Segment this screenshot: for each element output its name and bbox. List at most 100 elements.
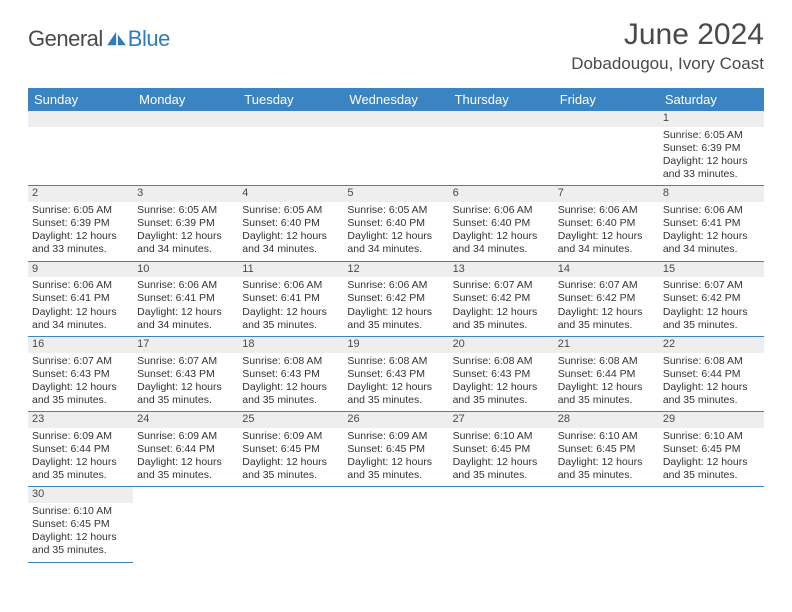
day-content: 6Sunrise: 6:06 AMSunset: 6:40 PMDaylight… — [449, 186, 554, 260]
day-cell — [554, 111, 659, 186]
empty-daynum — [28, 111, 133, 127]
day-line: Sunrise: 6:09 AM — [347, 430, 444, 443]
day-cell — [554, 487, 659, 562]
day-line: Sunset: 6:42 PM — [347, 292, 444, 305]
day-line: Daylight: 12 hours — [347, 230, 444, 243]
day-number: 30 — [28, 487, 133, 503]
month-title: June 2024 — [571, 18, 764, 52]
day-line: Sunset: 6:39 PM — [32, 217, 129, 230]
day-cell: 22Sunrise: 6:08 AMSunset: 6:44 PMDayligh… — [659, 336, 764, 411]
day-content: 11Sunrise: 6:06 AMSunset: 6:41 PMDayligh… — [238, 262, 343, 336]
day-line: and 34 minutes. — [242, 243, 339, 256]
day-line: Sunset: 6:40 PM — [347, 217, 444, 230]
day-content: 4Sunrise: 6:05 AMSunset: 6:40 PMDaylight… — [238, 186, 343, 260]
dayhead-wed: Wednesday — [343, 88, 448, 111]
day-content: 27Sunrise: 6:10 AMSunset: 6:45 PMDayligh… — [449, 412, 554, 486]
sail-icon — [106, 31, 128, 47]
day-line: Sunrise: 6:07 AM — [558, 279, 655, 292]
day-line: Sunrise: 6:09 AM — [137, 430, 234, 443]
day-line: and 35 minutes. — [137, 394, 234, 407]
day-line: Sunset: 6:41 PM — [32, 292, 129, 305]
day-line: Daylight: 12 hours — [347, 306, 444, 319]
day-line: Sunset: 6:41 PM — [137, 292, 234, 305]
day-line: Daylight: 12 hours — [558, 456, 655, 469]
day-line: Daylight: 12 hours — [453, 306, 550, 319]
empty-daynum — [133, 111, 238, 127]
day-line: Daylight: 12 hours — [663, 230, 760, 243]
day-line: Sunrise: 6:05 AM — [242, 204, 339, 217]
day-line: and 35 minutes. — [558, 394, 655, 407]
dayhead-fri: Friday — [554, 88, 659, 111]
day-line: Sunset: 6:40 PM — [453, 217, 550, 230]
day-cell: 21Sunrise: 6:08 AMSunset: 6:44 PMDayligh… — [554, 336, 659, 411]
day-number: 16 — [28, 337, 133, 353]
week-row: 2Sunrise: 6:05 AMSunset: 6:39 PMDaylight… — [28, 186, 764, 261]
day-line: Sunset: 6:42 PM — [558, 292, 655, 305]
week-row: 1Sunrise: 6:05 AMSunset: 6:39 PMDaylight… — [28, 111, 764, 186]
day-number: 7 — [554, 186, 659, 202]
day-line: Daylight: 12 hours — [242, 230, 339, 243]
day-content: 30Sunrise: 6:10 AMSunset: 6:45 PMDayligh… — [28, 487, 133, 561]
day-line: Sunrise: 6:07 AM — [32, 355, 129, 368]
day-content: 5Sunrise: 6:05 AMSunset: 6:40 PMDaylight… — [343, 186, 448, 260]
day-line: Daylight: 12 hours — [558, 230, 655, 243]
day-cell — [449, 111, 554, 186]
day-line: Sunset: 6:39 PM — [137, 217, 234, 230]
day-cell: 20Sunrise: 6:08 AMSunset: 6:43 PMDayligh… — [449, 336, 554, 411]
day-line: Sunrise: 6:10 AM — [32, 505, 129, 518]
title-block: June 2024 Dobadougou, Ivory Coast — [571, 18, 764, 74]
day-line: Sunrise: 6:09 AM — [32, 430, 129, 443]
day-line: Daylight: 12 hours — [453, 381, 550, 394]
header: General Blue June 2024 Dobadougou, Ivory… — [0, 0, 792, 82]
day-cell: 30Sunrise: 6:10 AMSunset: 6:45 PMDayligh… — [28, 487, 133, 562]
day-cell — [238, 487, 343, 562]
day-line: Daylight: 12 hours — [137, 230, 234, 243]
day-line: and 35 minutes. — [347, 469, 444, 482]
day-content: 29Sunrise: 6:10 AMSunset: 6:45 PMDayligh… — [659, 412, 764, 486]
day-content: 17Sunrise: 6:07 AMSunset: 6:43 PMDayligh… — [133, 337, 238, 411]
day-cell: 19Sunrise: 6:08 AMSunset: 6:43 PMDayligh… — [343, 336, 448, 411]
day-line: Daylight: 12 hours — [663, 456, 760, 469]
day-line: Sunset: 6:45 PM — [453, 443, 550, 456]
day-cell: 27Sunrise: 6:10 AMSunset: 6:45 PMDayligh… — [449, 412, 554, 487]
day-content: 20Sunrise: 6:08 AMSunset: 6:43 PMDayligh… — [449, 337, 554, 411]
empty-daynum — [238, 111, 343, 127]
day-line: and 35 minutes. — [32, 544, 129, 557]
day-number: 22 — [659, 337, 764, 353]
day-number: 3 — [133, 186, 238, 202]
day-content: 18Sunrise: 6:08 AMSunset: 6:43 PMDayligh… — [238, 337, 343, 411]
day-line: Daylight: 12 hours — [32, 306, 129, 319]
day-number: 9 — [28, 262, 133, 278]
day-content: 14Sunrise: 6:07 AMSunset: 6:42 PMDayligh… — [554, 262, 659, 336]
day-line: and 35 minutes. — [32, 394, 129, 407]
day-line: and 33 minutes. — [663, 168, 760, 181]
day-line: Sunrise: 6:05 AM — [663, 129, 760, 142]
day-cell: 10Sunrise: 6:06 AMSunset: 6:41 PMDayligh… — [133, 261, 238, 336]
day-cell: 23Sunrise: 6:09 AMSunset: 6:44 PMDayligh… — [28, 412, 133, 487]
day-content: 8Sunrise: 6:06 AMSunset: 6:41 PMDaylight… — [659, 186, 764, 260]
day-cell: 4Sunrise: 6:05 AMSunset: 6:40 PMDaylight… — [238, 186, 343, 261]
day-number: 20 — [449, 337, 554, 353]
day-content: 7Sunrise: 6:06 AMSunset: 6:40 PMDaylight… — [554, 186, 659, 260]
empty-daynum — [554, 111, 659, 127]
day-number: 26 — [343, 412, 448, 428]
day-line: Daylight: 12 hours — [32, 456, 129, 469]
day-cell: 28Sunrise: 6:10 AMSunset: 6:45 PMDayligh… — [554, 412, 659, 487]
day-content: 19Sunrise: 6:08 AMSunset: 6:43 PMDayligh… — [343, 337, 448, 411]
day-number: 15 — [659, 262, 764, 278]
day-content: 21Sunrise: 6:08 AMSunset: 6:44 PMDayligh… — [554, 337, 659, 411]
day-cell — [133, 111, 238, 186]
day-line: Sunset: 6:42 PM — [453, 292, 550, 305]
day-number: 13 — [449, 262, 554, 278]
day-line: Sunset: 6:43 PM — [347, 368, 444, 381]
day-line: Sunrise: 6:05 AM — [32, 204, 129, 217]
day-cell — [343, 487, 448, 562]
day-line: Daylight: 12 hours — [242, 306, 339, 319]
dayhead-tue: Tuesday — [238, 88, 343, 111]
day-content: 3Sunrise: 6:05 AMSunset: 6:39 PMDaylight… — [133, 186, 238, 260]
day-line: Sunset: 6:45 PM — [242, 443, 339, 456]
day-line: and 35 minutes. — [453, 469, 550, 482]
day-number: 4 — [238, 186, 343, 202]
day-line: Sunset: 6:44 PM — [32, 443, 129, 456]
day-number: 11 — [238, 262, 343, 278]
